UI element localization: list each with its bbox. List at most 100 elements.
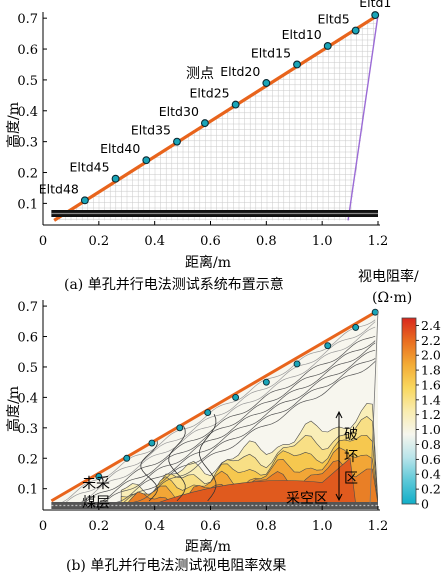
panel-b-xtick-label: 0.2 <box>88 519 109 534</box>
panel-a-electrode-point <box>351 26 360 35</box>
panel-b-electrode-point <box>95 473 103 480</box>
panel-a-electrode-labels: Eltd48 Eltd45 Eltd40 Eltd35 Eltd30 Eltd25 Eltd… <box>39 0 392 196</box>
annotation-goaf: 采空区 <box>286 491 328 507</box>
panel-b-xtick-label: 1.0 <box>312 519 333 534</box>
panel-a-floor-bar <box>51 210 378 217</box>
panel-a-ytick-label: 0.4 <box>17 105 38 120</box>
panel-a-yticks: 0.1 0.2 0.3 0.4 0.5 0.6 0.7 <box>17 12 47 212</box>
colorbar-title-line1: 视电阻率/ <box>358 268 419 285</box>
colorbar-tick-label: 0 <box>421 497 429 512</box>
panel-b-yticks: 0.1 0.2 0.3 0.4 0.5 0.6 0.7 <box>17 300 47 498</box>
panel-b-xtick-label: 1.2 <box>368 519 389 534</box>
panel-b-electrode-point <box>293 360 301 368</box>
panel-a-xtick-label: 1.0 <box>312 234 333 249</box>
panel-a-electrode-label: Eltd35 <box>131 123 171 138</box>
panel-b-damage-lobe <box>140 437 158 502</box>
panel-b-ytick-label: 0.1 <box>17 483 38 498</box>
panel-b-contour-lines <box>56 319 376 506</box>
panel-b-caption: (b) 单孔并行电法测试视电阻率效果 <box>66 557 286 574</box>
panel-a-electrode-label: Eltd30 <box>159 104 199 119</box>
panel-b-electrode-point <box>262 378 270 386</box>
panel-a-electrode-point <box>200 119 209 128</box>
panel-a-xtick-label: 0 <box>39 234 47 249</box>
panel-a-electrode-label: Eltd10 <box>282 27 322 42</box>
colorbar-tick-label: 1.0 <box>421 422 441 437</box>
colorbar-tick-label: 1.6 <box>421 377 441 392</box>
panel-a-xtick-label: 0.2 <box>88 234 109 249</box>
panel-a-ytick-label: 0.3 <box>17 136 38 151</box>
panel-b-damage-lobe <box>168 425 186 502</box>
panel-b-contour-line <box>56 340 376 506</box>
panel-b-electrode-point <box>123 454 131 462</box>
panel-b-contour-line <box>56 358 376 506</box>
colorbar-tick-label: 0.4 <box>421 467 441 482</box>
panel-b-contour-line <box>56 321 376 506</box>
colorbar-tick-label: 0.8 <box>421 437 441 452</box>
panel-b-xtick-label: 0.6 <box>200 519 221 534</box>
panel-b-ytick-label: 0.2 <box>17 452 38 467</box>
panel-a-ylabel: 高度/m <box>5 102 22 148</box>
panel-a-xtick-label: 0.8 <box>256 234 277 249</box>
colorbar-tick-label: 1.8 <box>421 363 441 378</box>
panel-a-electrode-point <box>293 60 301 69</box>
panel-b-ytick-label: 0.3 <box>17 422 38 437</box>
panel-a-xlabel: 距离/m <box>185 254 231 271</box>
panel-a-electrode-label: Eltd45 <box>69 160 109 175</box>
annotation-damage-3: 区 <box>344 471 358 487</box>
colorbar-tick-label: 0.2 <box>421 482 441 497</box>
panel-a-electrode-label: Eltd20 <box>220 64 260 79</box>
panel-a-electrode-label: Eltd40 <box>100 141 140 156</box>
panel-b-ytick-label: 0.7 <box>17 300 38 315</box>
panel-b-electrode-point <box>148 439 156 447</box>
annotation-damage-1: 破 <box>344 427 358 443</box>
panel-a-electrode-point <box>173 137 181 146</box>
annotation-unmined-1: 未采 <box>82 476 110 492</box>
panel-b-xticks: 0 0.2 0.4 0.6 0.8 1.0 1.2 <box>39 506 388 534</box>
panel-b-xlabel: 距离/m <box>185 538 231 555</box>
panel-b-slope-line <box>50 309 379 503</box>
panel-b-ylabel: 高度/m <box>5 386 22 432</box>
colorbar-bar <box>401 317 417 505</box>
panel-b-floor-bar-body <box>51 502 378 509</box>
panel-b-right-boundary <box>369 310 379 504</box>
panel-b-xtick-label: 0.4 <box>144 519 165 534</box>
colorbar-tick-label: 0.6 <box>421 452 441 467</box>
panel-b-contour-line <box>56 361 376 506</box>
panel-a-electrode-point <box>80 196 89 205</box>
damage-arrow-head-top <box>335 410 343 419</box>
panel-b-contours <box>56 319 376 506</box>
panel-a-electrode-point <box>231 100 240 109</box>
panel-b-contour-line <box>56 335 376 506</box>
panel-a-borehole-line <box>347 14 379 221</box>
panel-b-electrodes <box>95 308 379 480</box>
damage-arrow-head-bottom <box>335 493 343 502</box>
panel-a-caption: (a) 单孔并行电法测试系统布置示意 <box>64 276 284 293</box>
panel-a-xtick-label: 0.4 <box>144 234 165 249</box>
panel-b-contour-line <box>56 319 376 505</box>
panel-b-electrode-point <box>204 409 212 417</box>
panel-b-goaf-core <box>154 457 357 505</box>
panel-a-electrode-label: Eltd25 <box>190 86 230 101</box>
panel-a-xticks: 0 0.2 0.4 0.6 0.8 1.0 1.2 <box>39 221 388 249</box>
panel-a-electrode-label: Eltd15 <box>251 45 291 60</box>
panel-a-electrodes <box>80 11 380 205</box>
panel-a-electrode-label: Eltd48 <box>39 181 79 196</box>
panel-a-electrode-label: Eltd5 <box>317 12 349 27</box>
colorbar-title-line2: (Ω·m) <box>372 290 412 306</box>
panel-b-floor-bar <box>51 502 378 509</box>
panel-a-ytick-label: 0.6 <box>17 43 38 58</box>
panel-a-electrode-point <box>262 79 271 87</box>
panel-a-electrode-point <box>323 42 332 50</box>
panel-b-electrode-point <box>232 393 240 401</box>
panel-a-electrode-point <box>371 11 380 20</box>
colorbar: 视电阻率/ (Ω·m) 2.42.22.01.81.61.41.21.00.80… <box>358 268 441 512</box>
panel-b-ytick-label: 0.4 <box>17 391 38 406</box>
colorbar-tick-label: 2.4 <box>421 318 441 333</box>
panel-b-electrode-point <box>324 342 332 350</box>
panel-a-ytick-label: 0.5 <box>17 74 38 89</box>
panel-b: 0 0.2 0.4 0.6 0.8 1.0 1.2 0.10.20.30.40.50.60.… <box>5 268 441 574</box>
panel-b-xtick-label: 0.8 <box>256 519 277 534</box>
panel-b-damage-arrow <box>335 410 343 502</box>
panel-a-xtick-label: 0.6 <box>200 234 221 249</box>
panel-b-xtick-label: 0 <box>39 519 47 534</box>
